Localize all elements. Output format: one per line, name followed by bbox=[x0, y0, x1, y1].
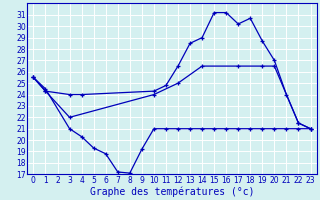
X-axis label: Graphe des températures (°c): Graphe des températures (°c) bbox=[90, 186, 254, 197]
